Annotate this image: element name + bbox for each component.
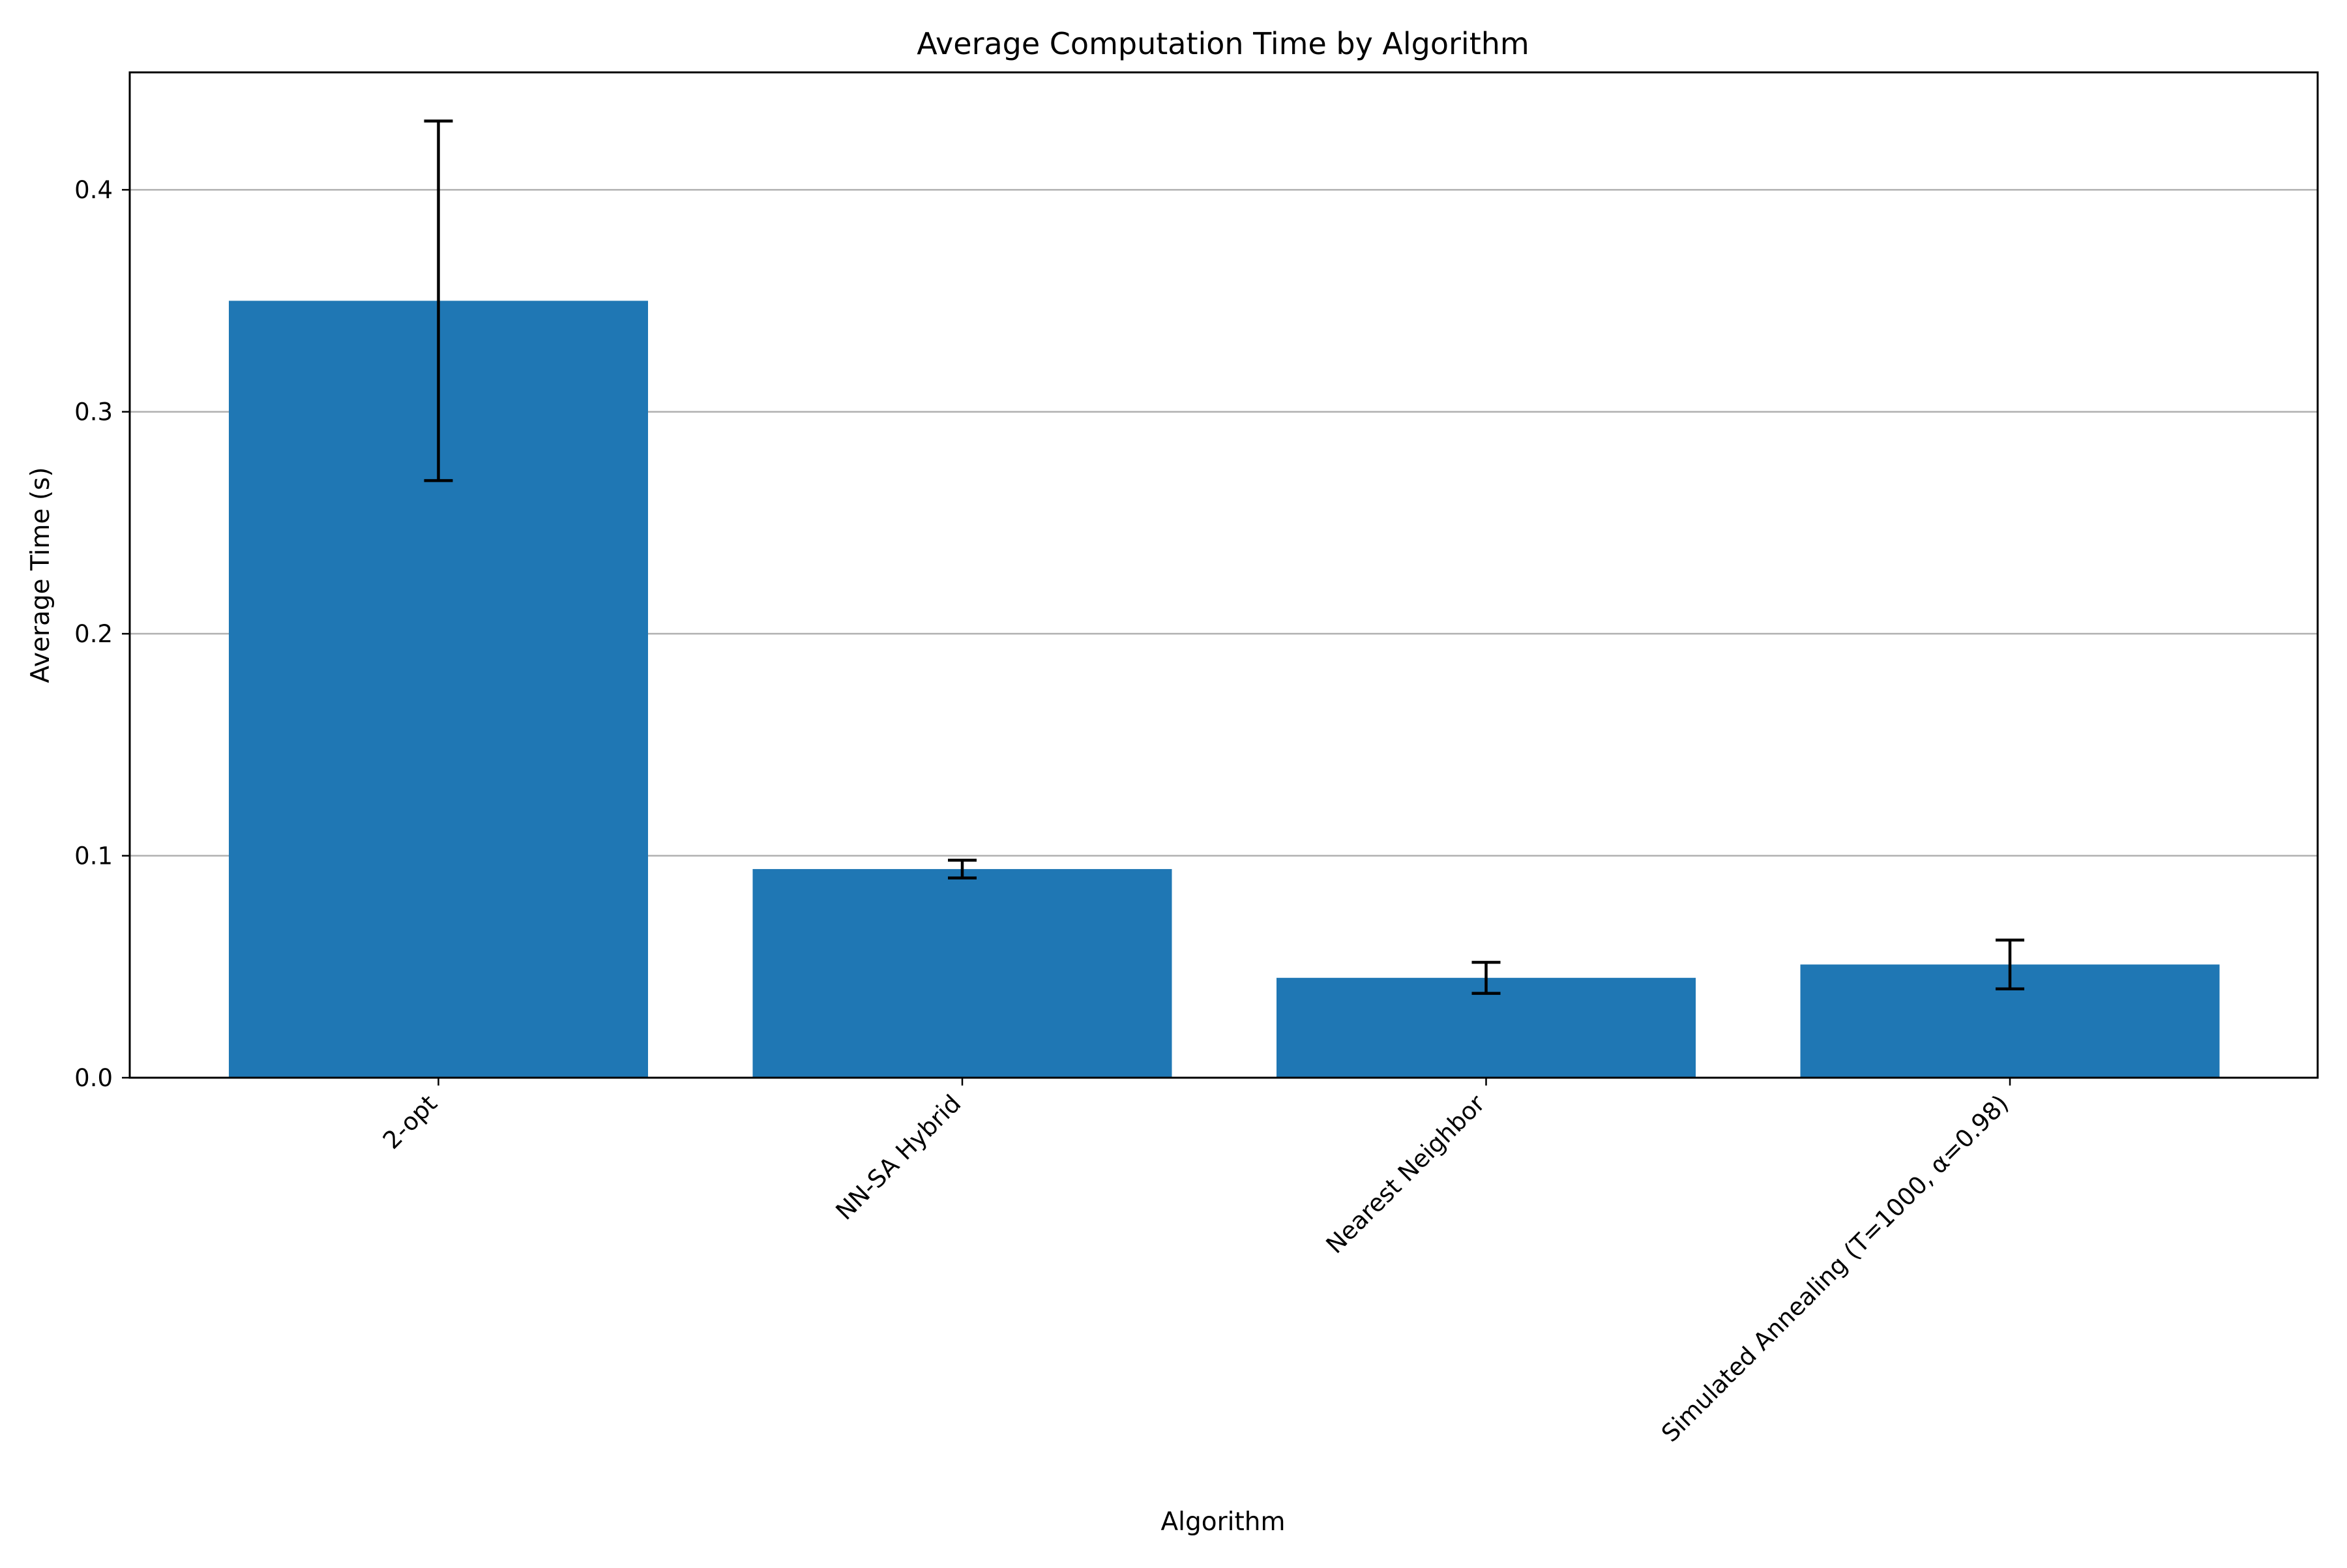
y-tick-label: 0.0 (74, 1064, 113, 1092)
x-axis-label: Algorithm (1160, 1507, 1285, 1537)
bar (752, 868, 1172, 1078)
y-tick-label: 0.4 (74, 176, 113, 204)
y-axis-label: Average Time (s) (26, 467, 55, 683)
y-axis-ticks: 0.0 0.1 0.2 0.3 0.4 (74, 176, 130, 1092)
bars (229, 301, 2220, 1078)
plot-frame (128, 71, 2319, 1079)
error-bars (424, 119, 2024, 995)
y-tick-label: 0.2 (74, 620, 113, 648)
y-tick-label: 0.1 (74, 842, 113, 870)
chart-title: Average Computation Time by Algorithm (917, 26, 1529, 61)
y-tick-label: 0.3 (74, 398, 113, 426)
